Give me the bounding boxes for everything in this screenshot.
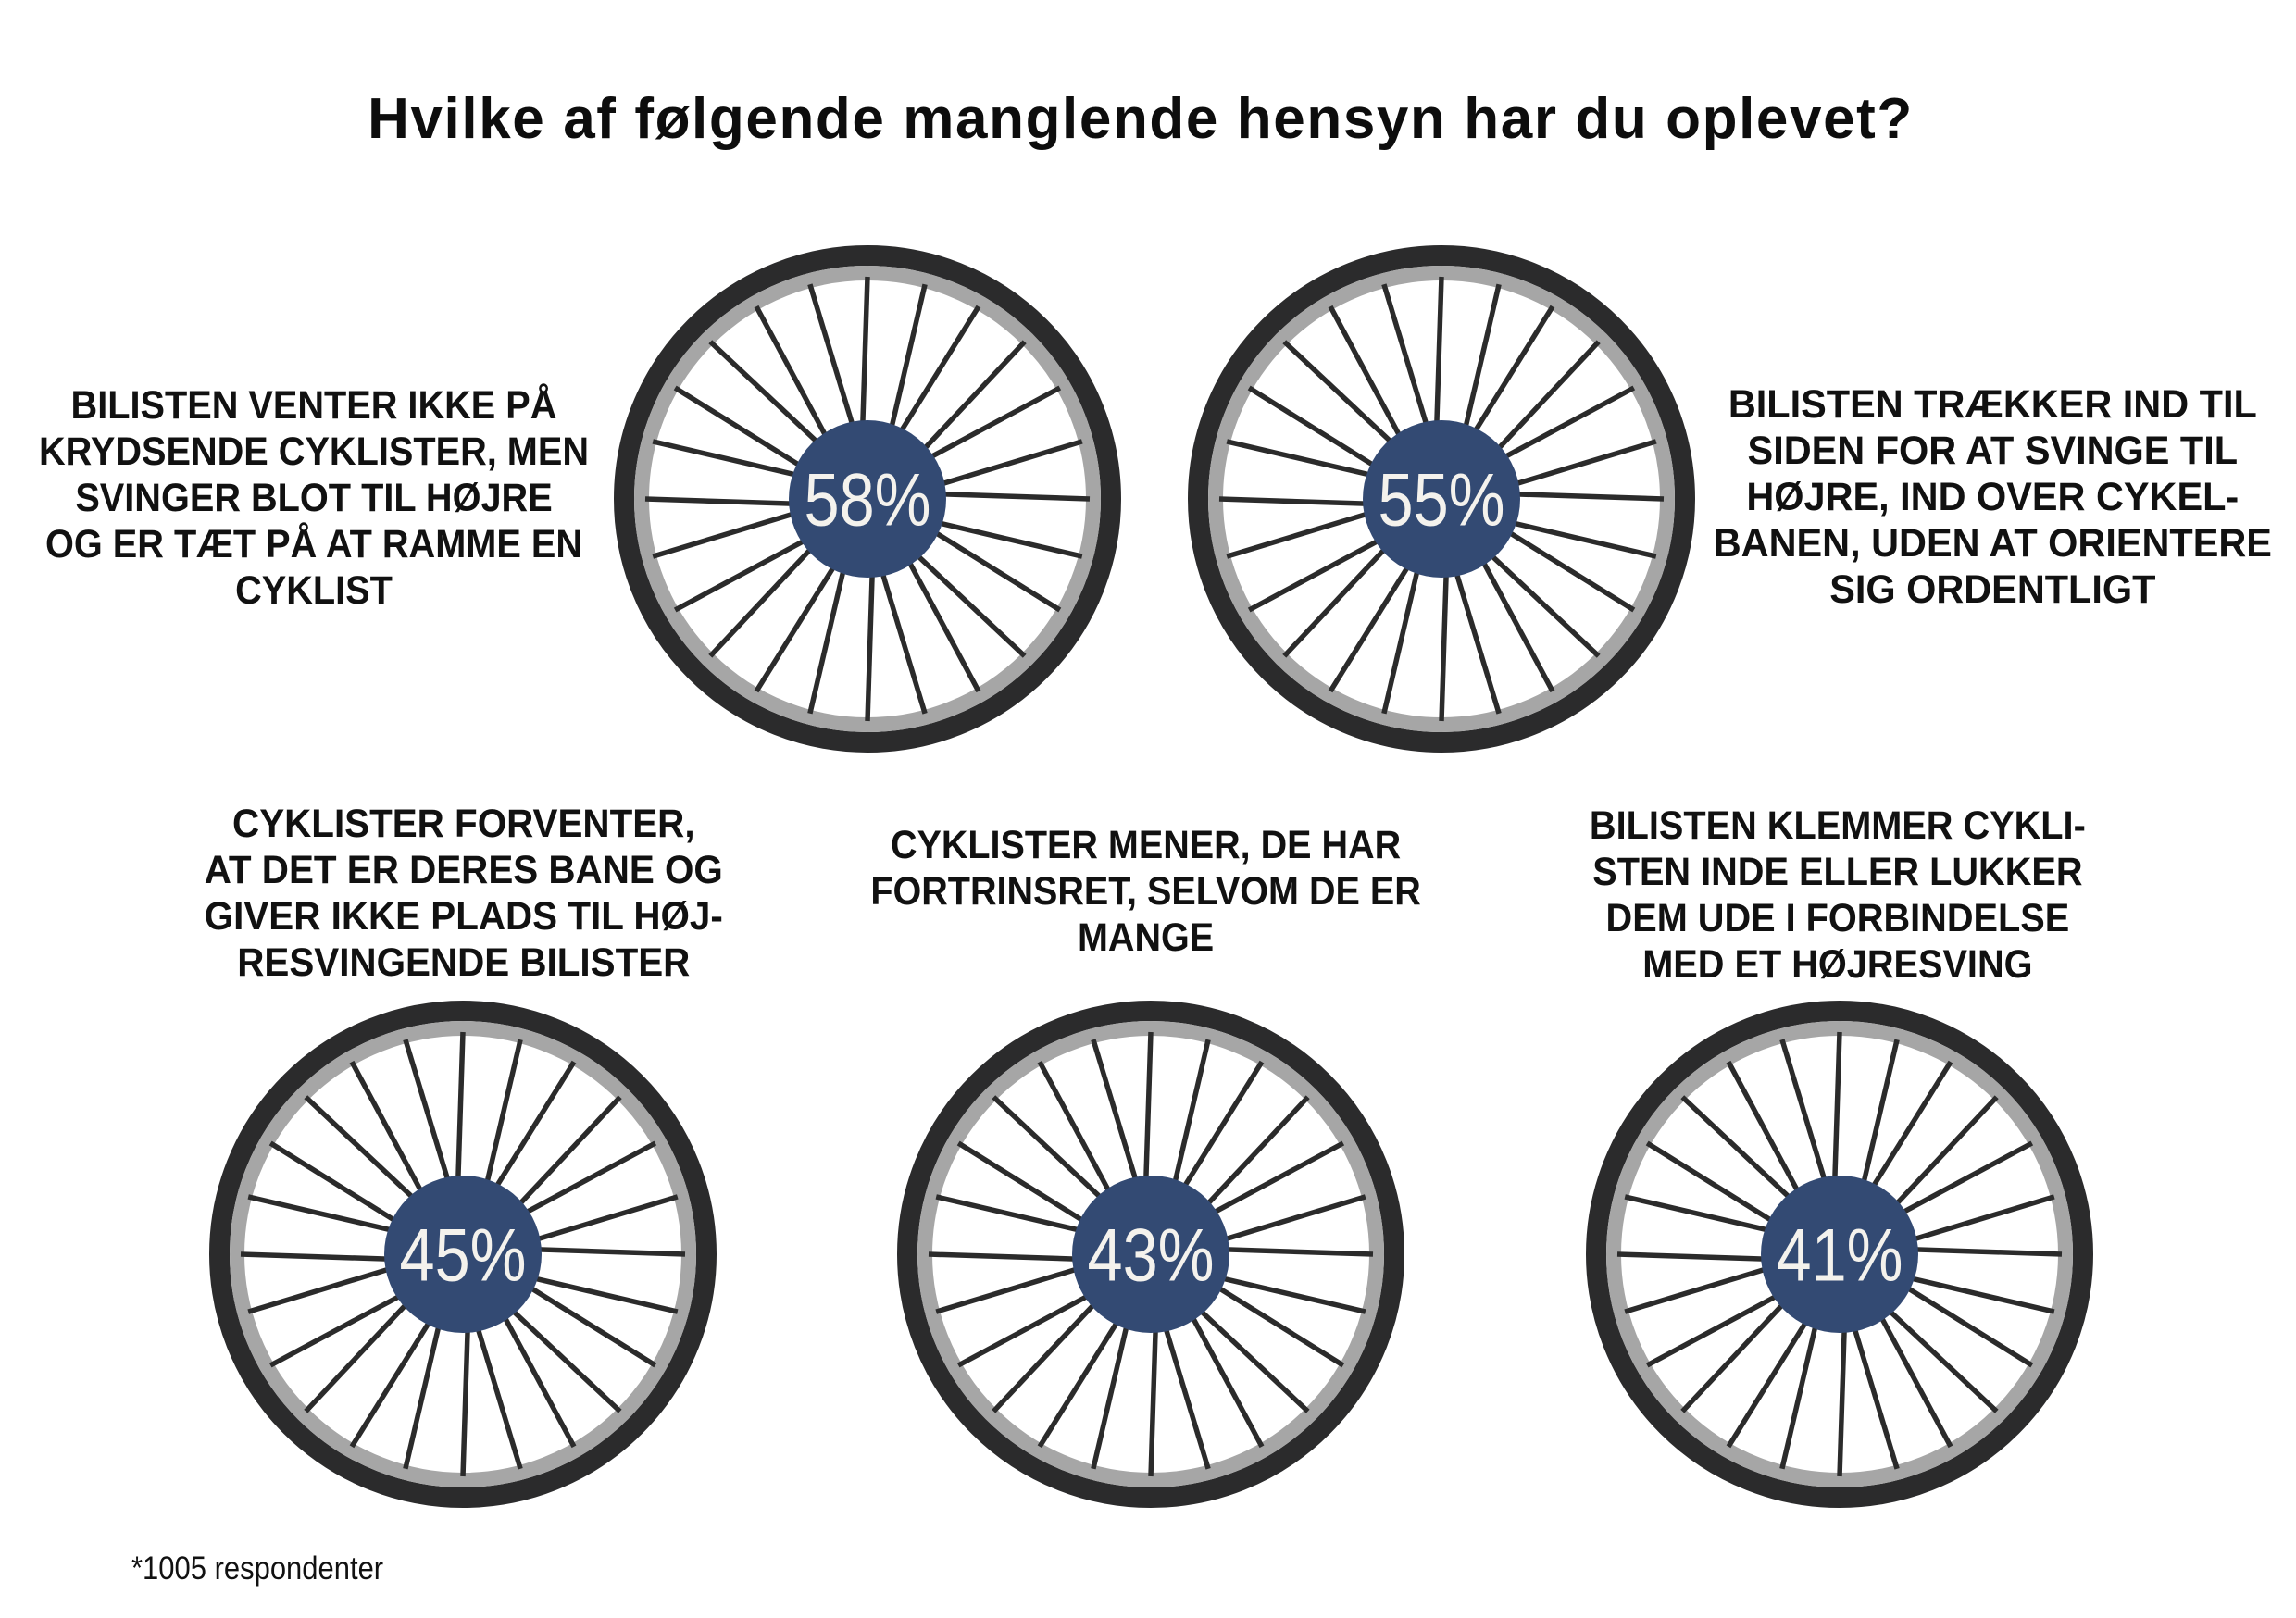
- svg-text:41%: 41%: [1777, 1214, 1903, 1298]
- svg-text:45%: 45%: [400, 1214, 527, 1298]
- svg-text:43%: 43%: [1088, 1214, 1215, 1298]
- svg-text:55%: 55%: [1379, 459, 1505, 542]
- svg-text:58%: 58%: [805, 459, 931, 542]
